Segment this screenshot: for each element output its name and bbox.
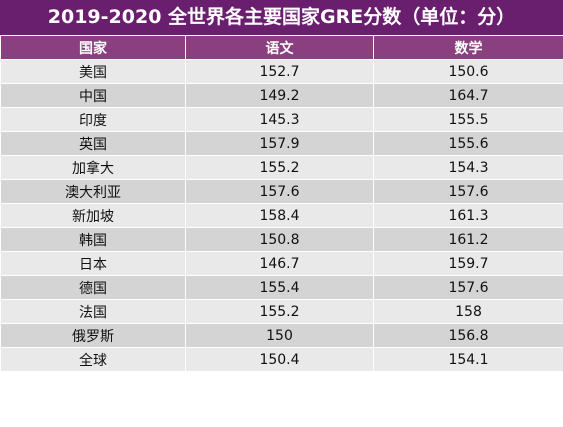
table-row: 美国 152.7 150.6	[0, 59, 563, 84]
table-row: 澳大利亚 157.6 157.6	[0, 179, 563, 204]
column-header-math: 数学	[373, 35, 563, 60]
table-row: 印度 145.3 155.5	[0, 107, 563, 132]
table-row: 日本 146.7 159.7	[0, 251, 563, 276]
cell-verbal: 158.4	[185, 203, 374, 228]
cell-math: 150.6	[373, 59, 563, 84]
cell-country: 俄罗斯	[0, 323, 186, 348]
table-row: 德国 155.4 157.6	[0, 275, 563, 300]
cell-country: 德国	[0, 275, 186, 300]
cell-verbal: 146.7	[185, 251, 374, 276]
table-row: 英国 157.9 155.6	[0, 131, 563, 156]
cell-verbal: 157.9	[185, 131, 374, 156]
cell-math: 161.3	[373, 203, 563, 228]
column-header-verbal: 语文	[185, 35, 374, 60]
cell-verbal: 150	[185, 323, 374, 348]
table-title: 2019-2020 全世界各主要国家GRE分数（单位：分）	[0, 0, 563, 35]
cell-verbal: 157.6	[185, 179, 374, 204]
cell-country: 美国	[0, 59, 186, 84]
cell-verbal: 155.2	[185, 155, 374, 180]
cell-math: 156.8	[373, 323, 563, 348]
cell-country: 英国	[0, 131, 186, 156]
cell-country: 全球	[0, 347, 186, 372]
cell-country: 法国	[0, 299, 186, 324]
cell-math: 161.2	[373, 227, 563, 252]
table-row: 中国 149.2 164.7	[0, 83, 563, 108]
cell-math: 159.7	[373, 251, 563, 276]
cell-math: 155.5	[373, 107, 563, 132]
cell-country: 加拿大	[0, 155, 186, 180]
cell-math: 158	[373, 299, 563, 324]
cell-country: 日本	[0, 251, 186, 276]
cell-verbal: 155.4	[185, 275, 374, 300]
table-row: 全球 150.4 154.1	[0, 347, 563, 372]
cell-verbal: 150.4	[185, 347, 374, 372]
cell-verbal: 150.8	[185, 227, 374, 252]
table-row: 韩国 150.8 161.2	[0, 227, 563, 252]
table-body: 美国 152.7 150.6 中国 149.2 164.7 印度 145.3 155.5 英国 15…	[0, 59, 563, 372]
cell-verbal: 145.3	[185, 107, 374, 132]
cell-country: 澳大利亚	[0, 179, 186, 204]
table-row: 新加坡 158.4 161.3	[0, 203, 563, 228]
cell-math: 164.7	[373, 83, 563, 108]
cell-math: 154.3	[373, 155, 563, 180]
cell-math: 157.6	[373, 275, 563, 300]
header-row: 国家 语文 数学	[0, 35, 563, 60]
cell-country: 印度	[0, 107, 186, 132]
cell-verbal: 155.2	[185, 299, 374, 324]
cell-country: 中国	[0, 83, 186, 108]
cell-country: 新加坡	[0, 203, 186, 228]
cell-country: 韩国	[0, 227, 186, 252]
table-row: 加拿大 155.2 154.3	[0, 155, 563, 180]
cell-verbal: 152.7	[185, 59, 374, 84]
column-header-country: 国家	[0, 35, 186, 60]
gre-score-table: 国家 语文 数学 美国 152.7 150.6 中国 149.2 164.7 印度 145.3…	[0, 35, 563, 372]
cell-math: 157.6	[373, 179, 563, 204]
table-row: 俄罗斯 150 156.8	[0, 323, 563, 348]
cell-math: 155.6	[373, 131, 563, 156]
table-row: 法国 155.2 158	[0, 299, 563, 324]
cell-math: 154.1	[373, 347, 563, 372]
cell-verbal: 149.2	[185, 83, 374, 108]
